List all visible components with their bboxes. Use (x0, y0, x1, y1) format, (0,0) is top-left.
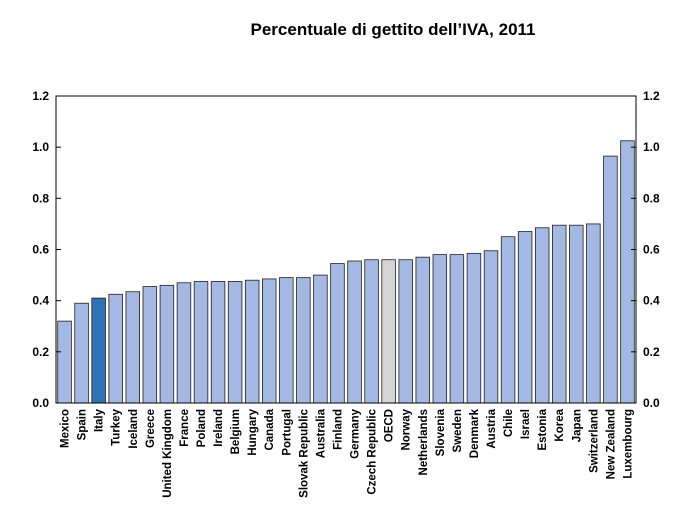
y-tick-label-right: 1.2 (643, 89, 660, 103)
bar-canada (262, 278, 277, 404)
x-tick-label: Poland (196, 409, 208, 447)
bar-austria (483, 250, 499, 404)
bar-turkey (108, 293, 123, 404)
bar-mexico (57, 320, 72, 404)
bar-united-kingdom (159, 284, 175, 404)
x-tick-label: Korea (554, 408, 566, 441)
x-tick-label: Mexico (60, 409, 72, 448)
x-tick-label: Israel (520, 409, 532, 439)
bar-belgium (227, 281, 243, 404)
bar-portugal (279, 277, 294, 404)
y-tick-label-left: 1.2 (32, 89, 49, 103)
bar-denmark (466, 252, 482, 404)
bar-netherlands (415, 256, 430, 404)
bar-czech-republic (364, 259, 379, 404)
x-tick-label: Italy (94, 408, 106, 432)
x-tick-label: Greece (145, 409, 157, 448)
bar-japan (569, 224, 584, 404)
x-tick-label: Norway (401, 408, 413, 450)
x-tick-label: Japan (571, 409, 583, 442)
x-tick-label: Turkey (111, 408, 123, 445)
bar-italy (91, 297, 106, 404)
bar-finland (330, 263, 345, 404)
y-tick-label-right: 1.0 (643, 140, 660, 154)
bar-slovenia (432, 254, 448, 404)
y-tick-label-left: 0.0 (32, 396, 49, 410)
x-tick-label: Slovak Republic (298, 408, 310, 497)
bars-layer (57, 140, 635, 404)
x-tick-label: Czech Republic (367, 408, 379, 494)
x-tick-label: Ireland (213, 409, 225, 447)
x-tick-label: Netherlands (418, 409, 430, 475)
x-tick-label: New Zealand (605, 409, 617, 479)
bar-ireland (210, 281, 226, 404)
bar-iceland (125, 291, 140, 404)
x-tick-label: United Kingdom (162, 409, 174, 498)
x-tick-label: Australia (315, 408, 327, 458)
bar-australia (313, 274, 328, 404)
bar-luxembourg (620, 140, 635, 404)
labels-layer: Mexico Spain Italy Turkey Iceland Greece Unite… (60, 408, 635, 497)
y-tick-label-right: 0.0 (643, 396, 660, 410)
x-tick-label: Denmark (469, 408, 481, 458)
bar-estonia (534, 227, 550, 404)
x-tick-label: Spain (77, 409, 89, 440)
y-tick-label-right: 0.2 (643, 345, 660, 359)
y-tick-label-right: 0.8 (643, 191, 660, 205)
x-tick-label: Estonia (537, 408, 549, 450)
bar-slovak-republic (296, 277, 311, 404)
x-tick-label: Hungary (247, 408, 259, 455)
x-tick-label: Finland (332, 409, 344, 450)
y-tick-label-left: 1.0 (32, 140, 49, 154)
bar-france (176, 282, 192, 404)
y-tick-label-left: 0.4 (32, 294, 49, 308)
x-tick-label: Belgium (230, 409, 242, 454)
x-tick-label: Austria (486, 408, 498, 448)
bar-korea (552, 224, 567, 404)
bar-new-zealand (603, 155, 618, 404)
x-tick-label: Canada (264, 408, 276, 450)
x-tick-label: Luxembourg (622, 409, 634, 479)
bar-switzerland (586, 223, 601, 404)
x-tick-label: Iceland (128, 409, 140, 449)
bar-greece (142, 286, 158, 404)
x-tick-label: OECD (384, 409, 396, 442)
x-tick-label: Portugal (281, 409, 293, 456)
bar-germany (347, 260, 362, 404)
chart-title: Percentuale di gettito dell’IVA, 2011 (250, 20, 536, 39)
y-tick-label-left: 0.8 (32, 191, 49, 205)
bar-israel (517, 231, 533, 404)
bar-hungary (244, 279, 260, 404)
x-tick-label: Sweden (452, 409, 464, 452)
y-tick-label-right: 0.4 (643, 294, 660, 308)
x-tick-label: Chile (503, 409, 515, 437)
y-tick-label-left: 0.2 (32, 345, 49, 359)
x-tick-label: Slovenia (435, 408, 447, 456)
bar-norway (398, 259, 413, 404)
bar-oecd (381, 259, 396, 404)
x-tick-label: Switzerland (588, 409, 600, 473)
bar-spain (74, 302, 89, 404)
x-tick-label: France (179, 409, 191, 447)
axis-layer: 0.0 0.0 0.2 0.2 0.4 0.4 0.6 0.6 0.8 0.8 1.0 1.0 1.2 1… (32, 89, 660, 410)
bar-chile (500, 236, 516, 404)
y-tick-label-left: 0.6 (32, 243, 49, 257)
y-tick-label-right: 0.6 (643, 243, 660, 257)
bar-poland (193, 281, 209, 404)
x-tick-label: Germany (350, 408, 362, 458)
bar-sweden (449, 254, 465, 404)
